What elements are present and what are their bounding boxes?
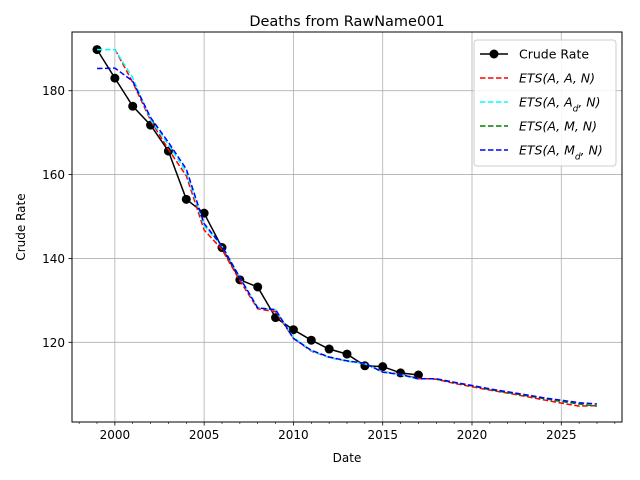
series-layer [92, 45, 598, 407]
x-tick-label: 2020 [457, 428, 488, 442]
y-tick-label: 120 [42, 336, 65, 350]
y-tick-label: 160 [42, 168, 65, 182]
y-tick-label: 180 [42, 84, 65, 98]
data-point [181, 194, 191, 204]
legend-label: ETS(A, Md, N) [519, 143, 603, 163]
x-tick-label: 2005 [189, 428, 220, 442]
data-point [288, 325, 298, 335]
data-point [306, 335, 316, 345]
x-tick-label: 2010 [278, 428, 309, 442]
y-axis-label: Crude Rate [14, 193, 28, 260]
legend-marker [489, 49, 499, 59]
chart-title: Deaths from RawName001 [249, 14, 444, 30]
series-line-ets-a-m-d-n [96, 67, 598, 405]
x-axis-label: Date [333, 451, 362, 465]
data-point [378, 362, 388, 372]
axis-ticks: 2000 2005 2010 2015 2020 2025 120 140 160 180 [42, 84, 616, 442]
data-point [413, 370, 423, 380]
data-point [253, 282, 263, 292]
legend-box [473, 39, 617, 167]
legend-label: ETS(A, M, N) [519, 119, 597, 134]
data-point [324, 344, 334, 354]
data-point [342, 349, 352, 359]
x-tick-label: 2000 [100, 428, 131, 442]
legend-label: ETS(A, Ad, N) [519, 95, 601, 115]
x-tick-label: 2025 [546, 428, 577, 442]
legend-label: Crude Rate [519, 47, 589, 62]
legend-label: ETS(A, A, N) [519, 71, 595, 86]
x-tick-label: 2015 [367, 428, 398, 442]
data-point [110, 73, 120, 83]
data-point [128, 101, 138, 111]
y-tick-label: 140 [42, 252, 65, 266]
legend: Crude Rate ETS(A, A, N) ETS(A, Ad, N) ETS(A… [473, 39, 617, 167]
